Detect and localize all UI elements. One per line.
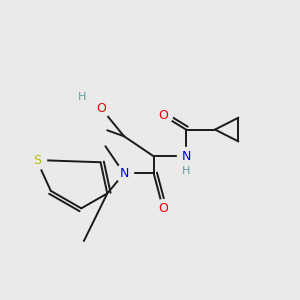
Text: S: S [33,154,41,166]
Text: O: O [158,109,168,122]
Text: H: H [182,166,190,176]
Text: N: N [182,150,191,163]
Text: H: H [77,92,86,102]
Text: O: O [96,101,106,115]
Text: N: N [119,167,129,180]
Text: O: O [158,202,168,215]
